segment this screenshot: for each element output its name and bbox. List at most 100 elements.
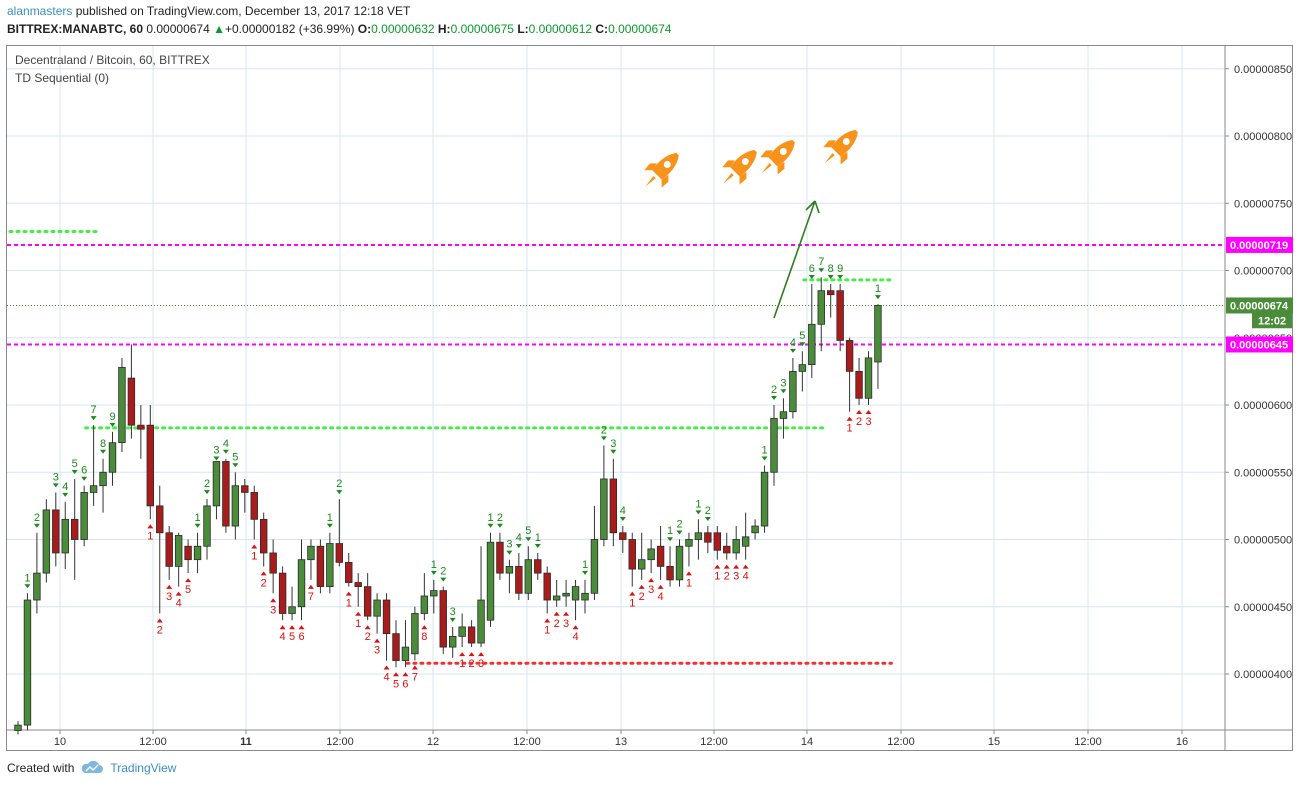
- rocket-icon: [644, 153, 679, 188]
- candle-bear: [382, 599, 391, 635]
- candle-bear: [628, 539, 636, 570]
- x-tick-label: 12:00: [1074, 736, 1102, 748]
- candle-bear: [269, 552, 277, 574]
- td-buy-arrow-icon: [345, 591, 352, 596]
- open-label: O:: [357, 22, 372, 36]
- td-sell-arrow-icon: [808, 274, 815, 279]
- td-buy-arrow-icon: [147, 524, 154, 529]
- x-tick-label: 12:00: [326, 736, 354, 748]
- td-sell-arrow-icon: [761, 456, 768, 461]
- td-buy-count: 5: [289, 631, 295, 643]
- x-tick-label: 12:00: [887, 736, 915, 748]
- td-sell-arrow-icon: [799, 342, 806, 347]
- td-sell-count: 4: [223, 438, 229, 450]
- td-buy-arrow-icon: [279, 625, 286, 630]
- candle-bear: [543, 572, 551, 601]
- td-sell-arrow-icon: [676, 530, 683, 535]
- symbol-line: BITTREX:MANABTC, 60: [7, 22, 144, 36]
- td-buy-arrow-icon: [251, 544, 258, 549]
- td-buy-count: 3: [865, 416, 871, 428]
- td-buy-arrow-icon: [629, 591, 636, 596]
- candle-bull: [562, 592, 570, 597]
- candle-bull: [420, 595, 429, 614]
- change-arrow-icon: ▲: [213, 22, 225, 36]
- td-buy-count: 3: [563, 618, 569, 630]
- y-tick-label: 0.00000400: [1234, 669, 1292, 681]
- symbol-info: BITTREX:MANABTC, 60 0.00000674 ▲+0.00000…: [7, 22, 671, 36]
- td-buy-arrow-icon: [648, 578, 655, 583]
- candle-bull: [524, 559, 532, 594]
- x-tick-label: 12:00: [700, 736, 728, 748]
- td-sell-arrow-icon: [109, 422, 116, 427]
- trend-arrow-line: [773, 200, 816, 319]
- td-sell-count: 2: [601, 424, 607, 436]
- candle-bull: [373, 599, 381, 617]
- td-buy-arrow-icon: [846, 416, 853, 421]
- td-buy-arrow-icon: [553, 611, 560, 616]
- footer: Created with TradingView: [7, 761, 176, 775]
- td-sell-count: 9: [109, 411, 115, 423]
- td-buy-count: 3: [478, 658, 484, 670]
- price-label-box: [1226, 236, 1293, 253]
- candle-bear: [316, 545, 325, 587]
- candle-bull: [760, 471, 769, 527]
- candle-bear: [137, 424, 145, 430]
- candle-bear: [723, 545, 731, 554]
- candle-bull: [448, 635, 457, 648]
- indicator-legend[interactable]: TD Sequential (0): [15, 71, 110, 85]
- candle-bull: [61, 518, 69, 554]
- td-buy-arrow-icon: [374, 638, 381, 643]
- tradingview-brand[interactable]: TradingView: [110, 761, 177, 775]
- td-buy-count: 7: [308, 591, 314, 603]
- candle-bull: [297, 559, 306, 608]
- td-sell-arrow-icon: [449, 617, 456, 622]
- td-sell-arrow-icon: [33, 523, 40, 528]
- y-tick-label: 0.00000600: [1234, 400, 1292, 412]
- candle-bull: [89, 485, 98, 493]
- td-sell-count: 1: [875, 283, 881, 295]
- td-sell-arrow-icon: [213, 456, 220, 461]
- td-buy-arrow-icon: [865, 410, 872, 414]
- candle-bull: [212, 461, 221, 507]
- candle-bull: [174, 535, 183, 567]
- candle-bull: [732, 539, 740, 554]
- td-buy-count: 3: [270, 604, 276, 616]
- candle-bull: [864, 357, 873, 399]
- y-tick-label: 0.00000500: [1234, 535, 1292, 547]
- chart-frame[interactable]: [6, 45, 1293, 751]
- candle-bull: [505, 566, 514, 574]
- td-buy-count: 1: [847, 423, 853, 435]
- td-sell-count: 7: [91, 404, 97, 416]
- price-label-text: 0.00000719: [1230, 240, 1288, 252]
- td-buy-arrow-icon: [733, 564, 740, 569]
- candle-bear: [392, 633, 400, 661]
- td-sell-count: 2: [676, 519, 682, 531]
- low-label: L:: [517, 22, 529, 36]
- td-sell-count: 4: [620, 505, 626, 517]
- candle-bull: [789, 370, 797, 413]
- author-link[interactable]: alanmasters: [7, 4, 73, 18]
- td-sell-arrow-icon: [534, 543, 541, 548]
- td-sell-arrow-icon: [780, 389, 787, 394]
- td-buy-arrow-icon: [468, 652, 475, 657]
- td-buy-count: 2: [261, 577, 267, 589]
- td-buy-arrow-icon: [478, 652, 485, 657]
- td-buy-arrow-icon: [544, 618, 551, 623]
- candle-bear: [836, 290, 844, 341]
- candle-bear: [184, 545, 192, 561]
- td-buy-count: 1: [251, 551, 257, 563]
- td-sell-count: 1: [761, 445, 767, 457]
- pair-legend[interactable]: Decentraland / Bitcoin, 60, BITTREX: [15, 53, 210, 67]
- td-buy-arrow-icon: [856, 410, 863, 414]
- td-sell-arrow-icon: [194, 523, 201, 528]
- td-buy-arrow-icon: [185, 578, 192, 583]
- candle-bear: [335, 543, 343, 563]
- td-buy-arrow-icon: [459, 652, 466, 657]
- td-sell-arrow-icon: [90, 416, 97, 421]
- candle-bull: [685, 539, 693, 547]
- candle-bear: [354, 582, 362, 587]
- rocket-icon: [823, 130, 858, 165]
- candle-bear: [345, 561, 353, 583]
- td-sell-count: 5: [232, 451, 238, 463]
